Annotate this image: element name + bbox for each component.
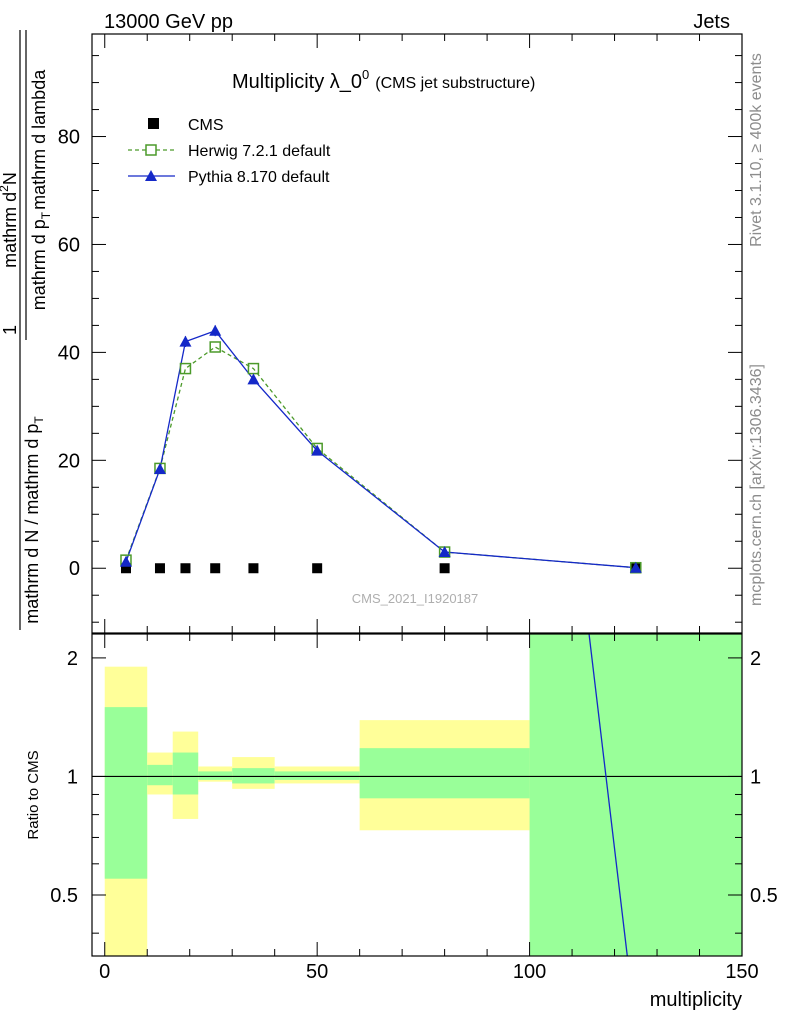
cms-point (120, 563, 131, 574)
main-ytick-label: 0 (69, 558, 80, 580)
legend-pythia-label: Pythia 8.170 default (188, 169, 330, 186)
legend-pythia-marker (145, 170, 157, 181)
pythia-point (179, 335, 192, 347)
legend-herwig-label: Herwig 7.2.1 default (188, 143, 331, 160)
ratio-bands-layer (104, 634, 742, 956)
ratio-ytick-label-right: 0.5 (750, 885, 778, 907)
cms-point (248, 563, 259, 574)
pythia-line (125, 330, 636, 569)
legend: CMS Herwig 7.2.1 default Pythia 8.170 de… (128, 117, 331, 186)
ratio-inner-band (198, 771, 233, 780)
cms-point (439, 563, 450, 574)
x-axis-label: multiplicity (650, 989, 742, 1011)
pythia-point (209, 324, 222, 336)
ratio-inner-band (232, 768, 275, 784)
main-ytick-label: 60 (58, 234, 80, 256)
ratio-plot-frame (91, 633, 743, 957)
main-axis-ticks: 0 20 40 60 80 (58, 34, 743, 633)
xtick-label: 150 (725, 961, 758, 983)
ratio-ytick-label-left: 0.5 (50, 885, 78, 907)
ratio-ytick-label-left: 2 (67, 648, 78, 670)
ratio-plot-panel: 0.5 0.5 1 1 2 2 0 50 100 150 Ratio to CMS multipl… (25, 633, 778, 1011)
ratio-inner-band (147, 764, 173, 786)
ylabel-numerator: 1 (0, 325, 20, 335)
cms-point (180, 563, 191, 574)
pythia-point (119, 555, 132, 567)
pythia-ratio-line (588, 633, 628, 957)
pythia-point (311, 444, 324, 456)
ratio-ylabel: Ratio to CMS (25, 750, 42, 839)
chart-title-suffix: (CMS jet substructure) (375, 75, 535, 92)
chart-title-main: Multiplicity λ_0 (232, 71, 362, 93)
ratio-ytick-label-right: 2 (750, 648, 761, 670)
ratio-lines-layer (92, 633, 742, 957)
xtick-label: 50 (306, 961, 328, 983)
ratio-inner-band (104, 707, 148, 879)
legend-cms-marker (148, 118, 159, 129)
main-ytick-label: 20 (58, 450, 80, 472)
ratio-inner-band (529, 634, 742, 956)
energy-label: 13000 GeV pp (104, 11, 233, 33)
main-ytick-label: 80 (58, 127, 80, 149)
pythia-point (629, 561, 642, 573)
herwig-point (209, 341, 221, 353)
main-ylabel: 1 mathrm d N / mathrm d pT mathrm d2N ma… (0, 30, 53, 630)
main-ytick-label: 40 (58, 342, 80, 364)
legend-herwig-marker (145, 144, 157, 156)
ylabel-denominator: mathrm d N / mathrm d pT (22, 416, 46, 624)
herwig-point (179, 362, 192, 375)
ratio-inner-band (274, 771, 360, 780)
chart-title-superscript: 0 (362, 67, 369, 82)
legend-cms-label: CMS (188, 117, 224, 134)
rivet-label: Rivet 3.1.10, ≥ 400k events (748, 53, 765, 247)
analysis-watermark: CMS_2021_I1920187 (352, 591, 479, 606)
cms-point (154, 563, 165, 574)
pythia-point (153, 462, 166, 474)
herwig-line (125, 346, 636, 569)
cms-point (210, 563, 221, 574)
ratio-inner-band (359, 748, 530, 799)
ratio-ytick-label-right: 1 (750, 766, 761, 788)
ylabel-fraction-denominator: mathrm d pTmathrm d lambda (29, 69, 53, 310)
main-plot-frame (91, 33, 743, 634)
xtick-label: 100 (513, 961, 546, 983)
pythia-point (247, 373, 260, 385)
pythia-point (438, 546, 451, 558)
xtick-label: 0 (99, 961, 110, 983)
mcplots-label: mcplots.cern.ch [arXiv:1306.3436] (748, 364, 765, 606)
category-label: Jets (693, 11, 730, 33)
ratio-inner-band (172, 752, 199, 795)
ratio-ytick-label-left: 1 (67, 766, 78, 788)
ratio-axis-ticks: 0.5 0.5 1 1 2 2 0 50 100 150 (50, 634, 778, 983)
ylabel-fraction-numerator: mathrm d2N (0, 172, 20, 268)
cms-point (312, 563, 323, 574)
chart-title: Multiplicity λ_00 (CMS jet substructure) (232, 67, 535, 93)
main-series-layer (119, 324, 642, 574)
